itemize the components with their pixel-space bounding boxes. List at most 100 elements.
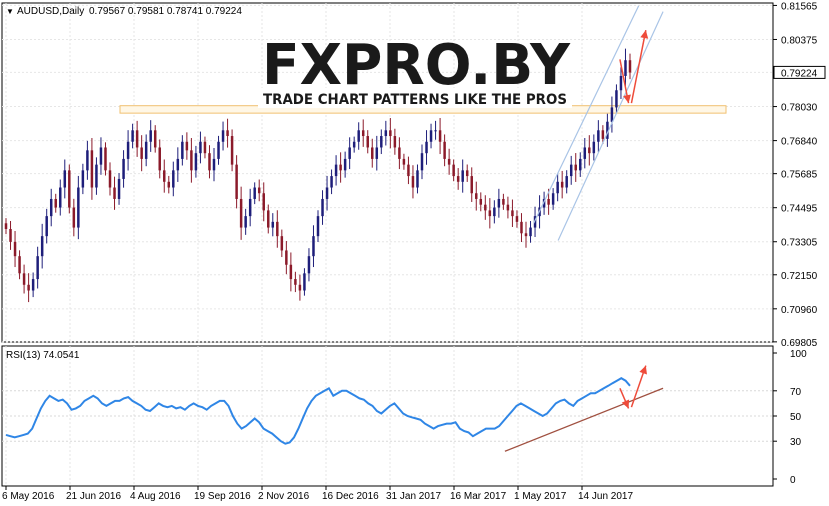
candle-body: [271, 221, 275, 228]
candle-body: [402, 158, 406, 165]
candle-body: [312, 236, 315, 257]
candle-body: [212, 158, 216, 171]
candle-body: [253, 187, 256, 199]
candle-body: [488, 210, 492, 217]
candle-body: [298, 284, 302, 291]
channel-upper-line[interactable]: [533, 5, 640, 224]
candle-body: [4, 223, 8, 229]
candle-body: [221, 130, 225, 142]
candle-body: [371, 147, 374, 159]
price-tick-label: 0.80375: [781, 35, 818, 46]
candle-body: [447, 158, 451, 165]
candle-body: [45, 216, 48, 237]
candle-body: [208, 153, 211, 171]
channel-lower-line[interactable]: [557, 11, 664, 241]
time-tick-label: 1 May 2017: [514, 491, 567, 502]
candle-body: [244, 216, 247, 228]
rsi-tick-label: 50: [790, 412, 802, 423]
candle-body: [389, 130, 392, 137]
candle-body: [126, 141, 130, 159]
candle-body: [533, 216, 537, 228]
candle-body: [235, 164, 238, 199]
candle-body: [59, 187, 62, 208]
candle-body: [248, 198, 252, 217]
candle-body: [294, 279, 297, 285]
rsi-trend-line[interactable]: [504, 387, 664, 452]
candle-body: [285, 250, 288, 265]
candle-body: [502, 198, 505, 205]
candle-body: [484, 204, 487, 211]
candle-body: [461, 170, 464, 182]
price-panel[interactable]: [1, 2, 774, 343]
candle-body: [158, 147, 161, 171]
candle-body: [276, 221, 279, 237]
arrow-head: [639, 365, 647, 375]
price-down-arrow: [619, 59, 631, 104]
time-tick-label: 4 Aug 2016: [130, 491, 181, 502]
candle-body: [49, 198, 53, 217]
rsi-tick-label: 30: [790, 437, 802, 448]
candle-body: [90, 150, 94, 188]
candle-body: [425, 141, 428, 154]
candle-body: [542, 198, 546, 208]
candle-body: [239, 198, 243, 228]
candle-body: [574, 164, 577, 171]
candle-body: [524, 233, 528, 237]
candle-body: [257, 187, 261, 194]
candle-body: [131, 130, 134, 142]
candle-body: [203, 141, 207, 154]
arrow-shaft: [630, 30, 647, 104]
ohlc-label: 0.79567 0.79581 0.78741 0.79224: [89, 6, 242, 17]
candle-body: [597, 130, 600, 142]
candle-body: [420, 153, 424, 171]
candle-body: [551, 193, 555, 205]
candle-body: [475, 193, 478, 199]
candle-body: [267, 210, 270, 228]
arrow-head: [640, 30, 649, 39]
candle-body: [497, 198, 501, 208]
candle-body: [68, 170, 71, 208]
candle-body: [438, 130, 442, 142]
candle-body: [122, 158, 125, 179]
rsi-arrows: [619, 365, 647, 409]
price-tick-label: 0.75685: [781, 170, 818, 181]
candle-body: [185, 141, 189, 151]
symbol-label: AUDUSD,Daily: [17, 6, 84, 17]
candle-body: [565, 176, 568, 188]
time-tick-label: 6 May 2016: [2, 491, 55, 502]
time-tick-label: 31 Jan 2017: [386, 491, 441, 502]
current-price-label: 0.79224: [781, 68, 818, 79]
candle-body: [588, 147, 591, 154]
price-tick-label: 0.70960: [781, 305, 818, 316]
candle-body: [172, 170, 175, 188]
candle-body: [569, 164, 573, 177]
rsi-support-line[interactable]: [504, 387, 664, 452]
candle-body: [456, 176, 460, 182]
candle-body: [9, 229, 12, 242]
price-up-arrow: [630, 30, 649, 104]
candle-body: [556, 181, 559, 194]
price-tick-label: 0.72150: [781, 271, 818, 282]
candle-body: [22, 273, 26, 285]
candle-body: [325, 187, 329, 199]
candle-body: [262, 193, 265, 211]
candle-body: [307, 256, 311, 274]
candle-body: [181, 141, 184, 159]
candle-body: [144, 141, 148, 159]
chart-collapse-icon[interactable]: ▼: [6, 7, 14, 16]
candle-body: [339, 164, 342, 171]
candle-body: [493, 207, 496, 217]
candle-body: [352, 141, 356, 148]
price-channel[interactable]: [533, 5, 664, 241]
candle-body: [167, 181, 171, 188]
price-axis: 0.81565 0.80375 0.79224 0.78030 0.76840 0.756…: [773, 1, 826, 349]
price-arrows: [619, 30, 649, 104]
rsi-axis: 100 70 50 30 0: [773, 349, 807, 486]
candle-body: [348, 147, 351, 159]
candle-body: [628, 60, 632, 73]
candle-body: [361, 130, 365, 137]
candle-body: [579, 158, 582, 171]
candle-body: [149, 130, 152, 142]
candle-body: [606, 121, 609, 139]
